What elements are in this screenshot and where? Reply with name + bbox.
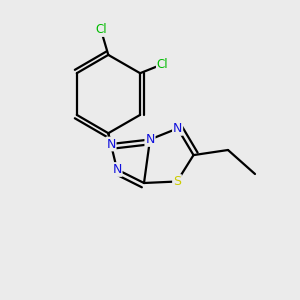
Text: N: N [173,122,182,135]
Text: N: N [112,163,122,176]
Text: Cl: Cl [95,23,106,36]
Text: Cl: Cl [95,23,106,36]
Text: N: N [106,137,116,151]
Text: Cl: Cl [157,58,168,71]
Text: S: S [173,175,181,188]
Text: N: N [145,133,155,146]
Text: Cl: Cl [157,58,168,71]
